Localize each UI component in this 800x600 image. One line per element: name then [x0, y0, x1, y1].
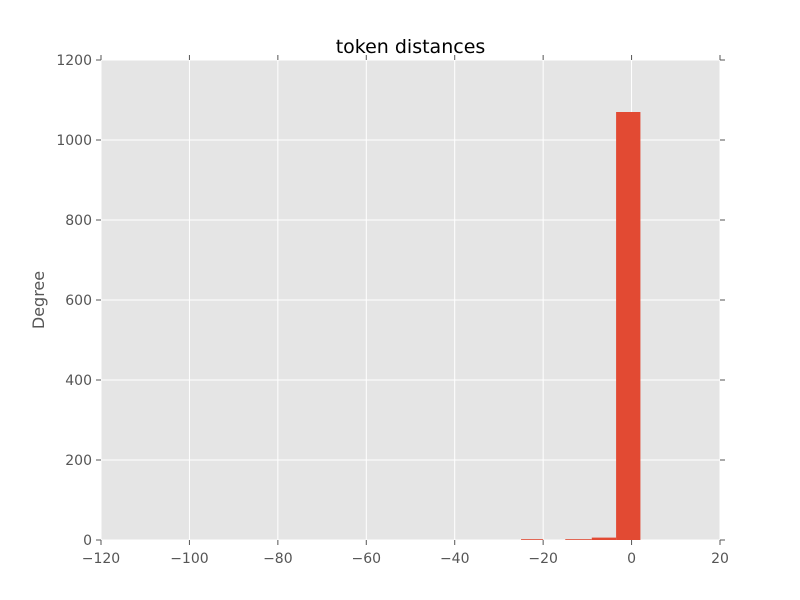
- axis-ticks: −120 −100 −80 −60 −40 −20 0 2002004006008001000…: [56, 53, 729, 567]
- x-tick-label: −40: [440, 551, 470, 567]
- histogram-bar: [591, 537, 617, 540]
- y-axis-label: Degree: [29, 271, 48, 329]
- x-tick-label: −20: [528, 551, 558, 567]
- y-tick-label: 200: [65, 453, 92, 469]
- y-tick-label: 1200: [56, 53, 92, 69]
- bars: [521, 112, 641, 540]
- x-tick-label: 20: [711, 551, 729, 567]
- x-tick-label: 0: [627, 551, 636, 567]
- x-tick-label: −120: [82, 551, 120, 567]
- y-tick-label: 400: [65, 373, 92, 389]
- x-tick-label: −60: [352, 551, 382, 567]
- y-tick-label: 1000: [56, 133, 92, 149]
- x-tick-label: −80: [263, 551, 293, 567]
- histogram-bar: [565, 539, 592, 540]
- x-tick-label: −100: [170, 551, 208, 567]
- histogram-bar: [616, 112, 641, 540]
- chart-title: token distances: [336, 36, 486, 58]
- histogram-bar: [521, 539, 544, 540]
- y-tick-label: 600: [65, 293, 92, 309]
- y-tick-label: 800: [65, 213, 92, 229]
- y-tick-label: 0: [83, 533, 92, 549]
